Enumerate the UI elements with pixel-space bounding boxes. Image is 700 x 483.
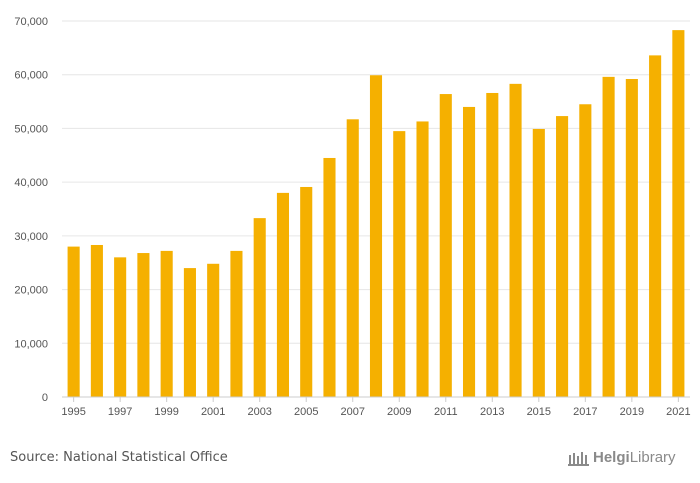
x-tick-label: 1999 — [154, 406, 178, 418]
x-tick-label: 2017 — [573, 406, 597, 418]
bar-2002 — [230, 250, 243, 397]
bar-1997 — [114, 257, 127, 397]
x-tick-label: 2005 — [294, 406, 318, 418]
bar-1998 — [137, 253, 150, 397]
axes: 0 10,000 20,000 30,000 40,000 50,000 60,000 70,… — [14, 16, 690, 418]
bar-2000 — [183, 268, 196, 397]
x-tick-label: 1997 — [108, 406, 132, 418]
bar-2018 — [602, 76, 615, 397]
x-tick-label: 1995 — [61, 406, 85, 418]
helgi-library-logo: Helgi Library — [568, 449, 676, 466]
bar-chart: 0 10,000 20,000 30,000 40,000 50,000 60,000 70,… — [14, 16, 690, 418]
y-tick-label: 0 — [42, 392, 48, 404]
x-tick-label: 2013 — [480, 406, 504, 418]
bar-2020 — [649, 55, 662, 398]
x-tick-label: 2001 — [201, 406, 225, 418]
bar-2014 — [509, 83, 522, 398]
y-tick-label: 50,000 — [14, 123, 48, 135]
bar-2021 — [672, 30, 685, 397]
bar-2017 — [579, 104, 592, 397]
bar-2010 — [416, 121, 429, 398]
x-tick-label: 2021 — [666, 406, 690, 418]
bar-2012 — [462, 106, 476, 397]
y-tick-label: 40,000 — [14, 177, 48, 189]
y-tick-label: 20,000 — [14, 285, 48, 297]
y-tick-label: 10,000 — [14, 338, 48, 350]
bar-2011 — [439, 94, 452, 398]
x-tick-label: 2009 — [387, 406, 411, 418]
bars — [67, 30, 685, 398]
logo-helgi: Helgi — [593, 449, 630, 466]
x-tick-label: 2003 — [247, 406, 271, 418]
x-tick-label: 2011 — [434, 406, 458, 418]
bar-2001 — [207, 263, 220, 397]
logo-library: Library — [629, 449, 676, 466]
x-tick-label: 2015 — [527, 406, 551, 418]
bar-1999 — [160, 250, 173, 397]
bar-2008 — [369, 75, 383, 397]
library-building-icon — [568, 451, 589, 466]
bar-2019 — [625, 79, 638, 398]
bar-2005 — [300, 186, 313, 397]
y-tick-label: 70,000 — [14, 16, 48, 28]
bar-2003 — [253, 218, 266, 397]
bar-2009 — [393, 131, 406, 397]
bar-2004 — [276, 192, 290, 397]
bar-1995 — [67, 246, 80, 397]
x-tick-label: 2019 — [620, 406, 644, 418]
bar-1996 — [90, 244, 103, 397]
bar-2007 — [346, 119, 359, 397]
y-tick-label: 30,000 — [14, 231, 48, 243]
bar-2015 — [532, 128, 545, 398]
bar-2016 — [556, 116, 569, 398]
y-tick-label: 60,000 — [14, 70, 48, 82]
bar-2013 — [486, 92, 499, 397]
source-note: Source: National Statistical Office — [10, 450, 228, 465]
bar-2006 — [323, 157, 336, 397]
x-tick-label: 2007 — [340, 406, 364, 418]
